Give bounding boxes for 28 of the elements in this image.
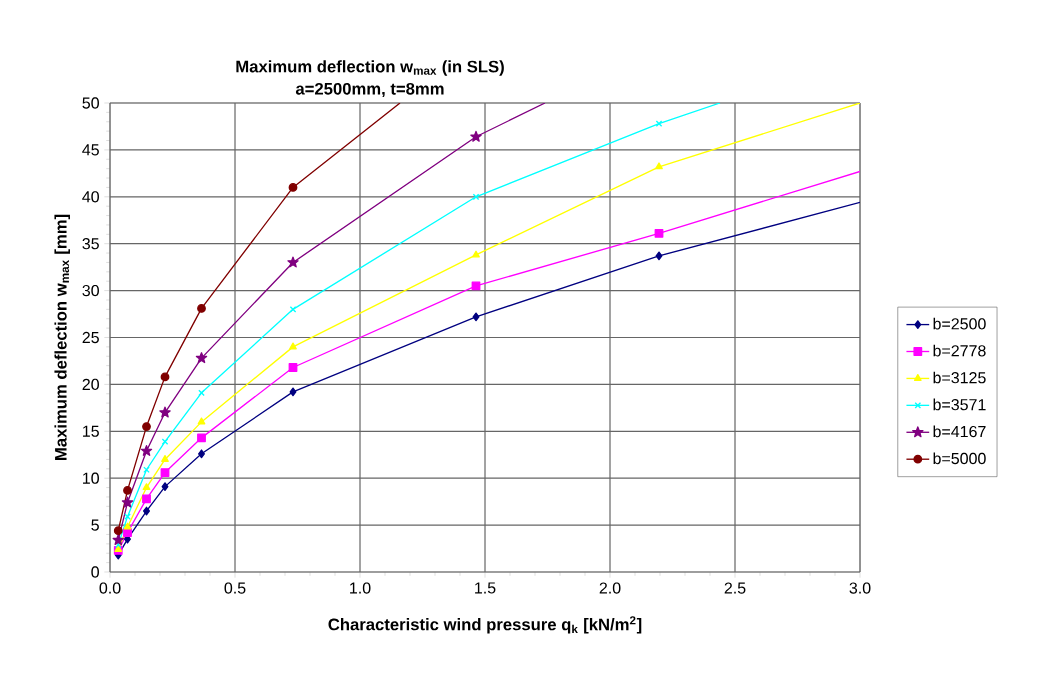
y-tick-label: 10	[83, 472, 99, 484]
y-tick-label: 25	[82, 331, 99, 344]
x-tick-label: 2.0	[599, 582, 621, 594]
y-tick-label: 5	[91, 519, 99, 531]
x-tick-label: 2.5	[724, 582, 746, 594]
y-tick-label: 30	[82, 284, 99, 297]
x-tick-label: 0.0	[99, 582, 121, 594]
chart-subtitle: a=2500mm, t=8mm	[295, 82, 444, 98]
y-tick-label: 40	[82, 191, 99, 203]
y-tick-label: 50	[82, 97, 99, 109]
x-tick-label: 3.0	[849, 582, 871, 594]
y-axis-title: Maximum deflection w$_{max}$ [mm]	[54, 214, 70, 460]
legend-label: b=2778	[933, 344, 986, 357]
y-tick-label: 15	[83, 425, 99, 437]
legend-label: b=2500	[933, 317, 986, 330]
chart-title: Maximum deflection w$_{max}$ (in SLS)	[236, 60, 504, 76]
x-tick-label: 1.5	[475, 582, 496, 594]
y-tick-label: 35	[82, 238, 99, 250]
legend-label: b=5000	[933, 452, 986, 465]
y-tick-label: 20	[82, 378, 99, 391]
x-tick-label: 1.0	[350, 582, 371, 594]
legend-label: b=3571	[933, 398, 986, 411]
x-tick-label: 0.5	[224, 582, 246, 594]
y-tick-label: 0	[91, 566, 99, 578]
legend-label: b=3125	[933, 371, 986, 384]
legend-label: b=4167	[933, 425, 986, 438]
x-axis-title: Characteristic wind pressure q$_{k}$ [kN/m$^{2}$]	[328, 616, 642, 634]
y-tick-label: 45	[82, 144, 99, 156]
